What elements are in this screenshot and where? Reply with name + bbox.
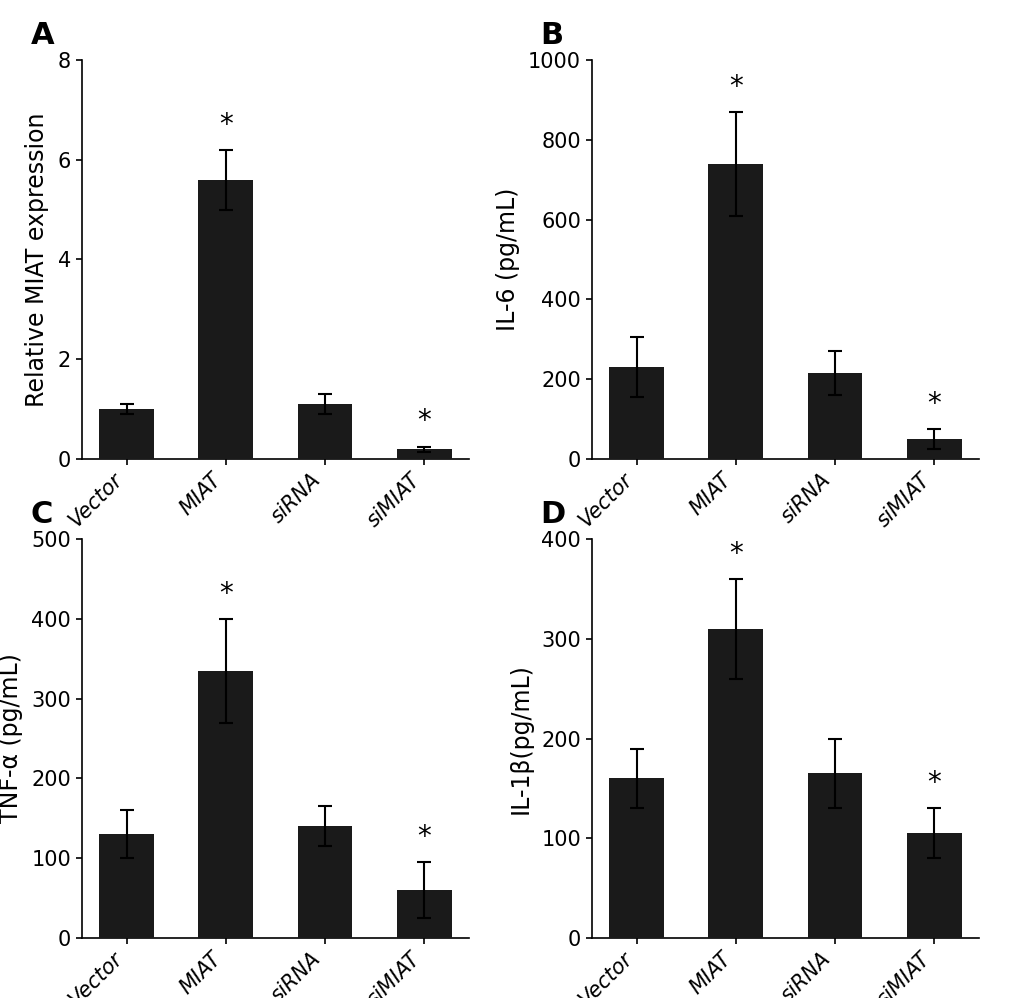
Bar — [708, 164, 762, 459]
Text: *: * — [926, 769, 941, 797]
Bar — [807, 373, 861, 459]
Bar — [199, 180, 253, 459]
Bar — [99, 834, 154, 938]
Y-axis label: IL-1β(pg/mL): IL-1β(pg/mL) — [508, 663, 533, 814]
Bar — [298, 826, 352, 938]
Text: A: A — [31, 21, 54, 50]
Bar — [608, 778, 663, 938]
Bar — [396, 890, 451, 938]
Text: *: * — [417, 407, 431, 435]
Bar — [199, 671, 253, 938]
Bar — [298, 404, 352, 459]
Text: *: * — [729, 73, 742, 101]
Bar — [99, 409, 154, 459]
Bar — [906, 439, 961, 459]
Text: C: C — [31, 500, 53, 529]
Y-axis label: IL-6 (pg/mL): IL-6 (pg/mL) — [495, 188, 520, 331]
Text: *: * — [729, 540, 742, 568]
Bar — [708, 629, 762, 938]
Text: *: * — [219, 111, 232, 139]
Bar — [396, 449, 451, 459]
Y-axis label: TNF-α (pg/mL): TNF-α (pg/mL) — [0, 654, 23, 823]
Bar — [807, 773, 861, 938]
Text: *: * — [417, 823, 431, 851]
Text: *: * — [219, 580, 232, 608]
Text: D: D — [540, 500, 566, 529]
Y-axis label: Relative MIAT expression: Relative MIAT expression — [25, 112, 50, 407]
Text: *: * — [926, 390, 941, 418]
Bar — [608, 367, 663, 459]
Bar — [906, 833, 961, 938]
Text: B: B — [540, 21, 564, 50]
